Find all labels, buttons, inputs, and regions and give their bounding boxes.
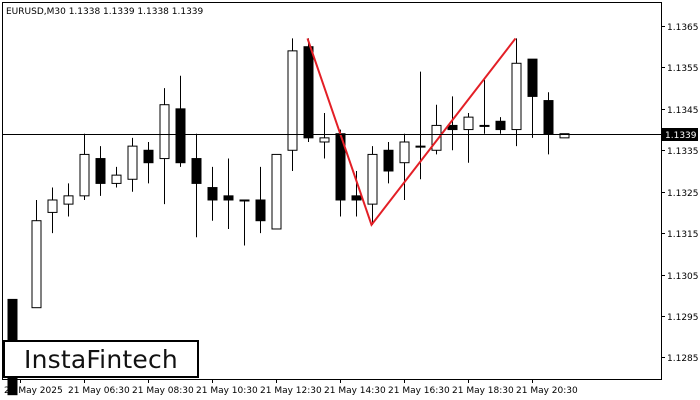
- double-top-pattern-line: [306, 37, 517, 227]
- y-tick-label: 1.1295: [667, 313, 699, 323]
- candle-body-bull: [63, 195, 74, 205]
- x-tick-label: 21 May 16:30: [388, 386, 450, 396]
- candle-body-bull: [159, 104, 170, 160]
- candle-body-bear: [495, 120, 506, 131]
- y-tick-label: 1.1345: [667, 106, 699, 116]
- candle: [351, 170, 362, 217]
- y-tick-label: 1.1325: [667, 189, 699, 199]
- candle: [319, 112, 330, 159]
- candle-body-bear: [175, 108, 186, 164]
- candle: [143, 141, 154, 184]
- candle-body-bull: [399, 141, 410, 164]
- chart-frame: [2, 2, 662, 380]
- candle: [127, 137, 138, 192]
- x-axis: 21 May 2025 21 May 06:30 21 May 08:30 21 Ma…: [4, 379, 578, 396]
- candle: [223, 158, 234, 229]
- y-tick-label: 1.1305: [667, 272, 699, 282]
- candle: [399, 133, 410, 200]
- candle-body-bear: [191, 158, 202, 184]
- candle: [111, 166, 122, 188]
- x-tick-label: 21 May 2025: [4, 386, 63, 396]
- candle-body-bull: [31, 220, 42, 309]
- candle: [63, 183, 74, 217]
- x-tick-label: 21 May 14:30: [324, 386, 386, 396]
- candle-body-bull: [271, 153, 282, 230]
- candle: [271, 153, 282, 230]
- candle: [415, 71, 426, 180]
- x-tick-label: 21 May 08:30: [132, 386, 194, 396]
- candle: [207, 166, 218, 221]
- symbol-header: EURUSD,M30 1.1338 1.1339 1.1338 1.1339: [6, 7, 204, 17]
- price-badge-label: 1.1339: [665, 131, 697, 141]
- instafintech-logo: InstaFintech: [3, 340, 199, 378]
- x-tick-label: 21 May 12:30: [260, 386, 322, 396]
- candle-body-bull: [559, 133, 570, 139]
- candle-body-bull: [287, 50, 298, 151]
- candle-body-bull: [79, 153, 90, 197]
- candle-body-bull: [479, 124, 490, 127]
- candle-body-bear: [527, 58, 538, 97]
- current-price-badge: 1.1339: [661, 128, 698, 141]
- y-tick-label: 1.1285: [667, 354, 699, 364]
- y-tick-label: 1.1315: [667, 230, 699, 240]
- candle-body-bull: [319, 137, 330, 143]
- candle: [79, 133, 90, 200]
- x-tick-label: 21 May 10:30: [196, 386, 258, 396]
- candle: [95, 146, 106, 196]
- candle-body-bull: [111, 174, 122, 184]
- candle-body-bear: [223, 195, 234, 201]
- candle-body-bear: [207, 187, 218, 201]
- candle-body-bear: [383, 149, 394, 172]
- candle-body-bear: [255, 199, 266, 222]
- candle: [191, 133, 202, 238]
- candles: [7, 38, 570, 396]
- candle-body-bull: [367, 153, 378, 205]
- candle-body-bear: [303, 46, 314, 139]
- candle-body-bull: [431, 124, 442, 151]
- logo-text: InstaFintech: [24, 344, 178, 374]
- x-tick-label: 21 May 20:30: [516, 386, 578, 396]
- y-tick-label: 1.1355: [667, 64, 699, 74]
- candle-body-bear: [143, 149, 154, 164]
- candle: [527, 58, 538, 138]
- x-tick-label: 21 May 06:30: [68, 386, 130, 396]
- candle: [303, 38, 314, 142]
- candle: [543, 92, 554, 155]
- plot-border: [2, 2, 662, 380]
- candle-body-bull: [127, 145, 138, 180]
- candle: [463, 112, 474, 163]
- candle: [239, 199, 250, 246]
- candle-body-bull: [47, 199, 58, 213]
- candle: [255, 166, 266, 234]
- candle: [367, 146, 378, 225]
- candle: [479, 79, 490, 134]
- candle: [511, 38, 522, 147]
- y-tick-label: 1.1365: [667, 23, 699, 33]
- candle: [383, 141, 394, 184]
- candle: [175, 75, 186, 167]
- candle: [159, 88, 170, 205]
- pattern-line: [306, 37, 517, 227]
- candle-body-bear: [351, 195, 362, 201]
- candle: [47, 187, 58, 234]
- candle-body-bull: [415, 145, 426, 148]
- candle-body-bull: [511, 62, 522, 131]
- price-badge-bg: [661, 128, 698, 141]
- y-axis: 1.1285 1.1295 1.1305 1.1315 1.1325 1.1335 1.13…: [661, 23, 699, 364]
- candle: [447, 96, 458, 151]
- candle: [431, 104, 442, 155]
- candle: [287, 38, 298, 171]
- candle-body-bull: [239, 199, 250, 202]
- candle-body-bear: [447, 124, 458, 131]
- y-tick-label: 1.1335: [667, 147, 699, 157]
- x-tick-label: 21 May 18:30: [452, 386, 514, 396]
- candle-body-bull: [463, 116, 474, 131]
- candle: [31, 199, 42, 309]
- candle-body-bear: [95, 158, 106, 184]
- candle: [495, 117, 506, 134]
- candle-body-bear: [543, 100, 554, 135]
